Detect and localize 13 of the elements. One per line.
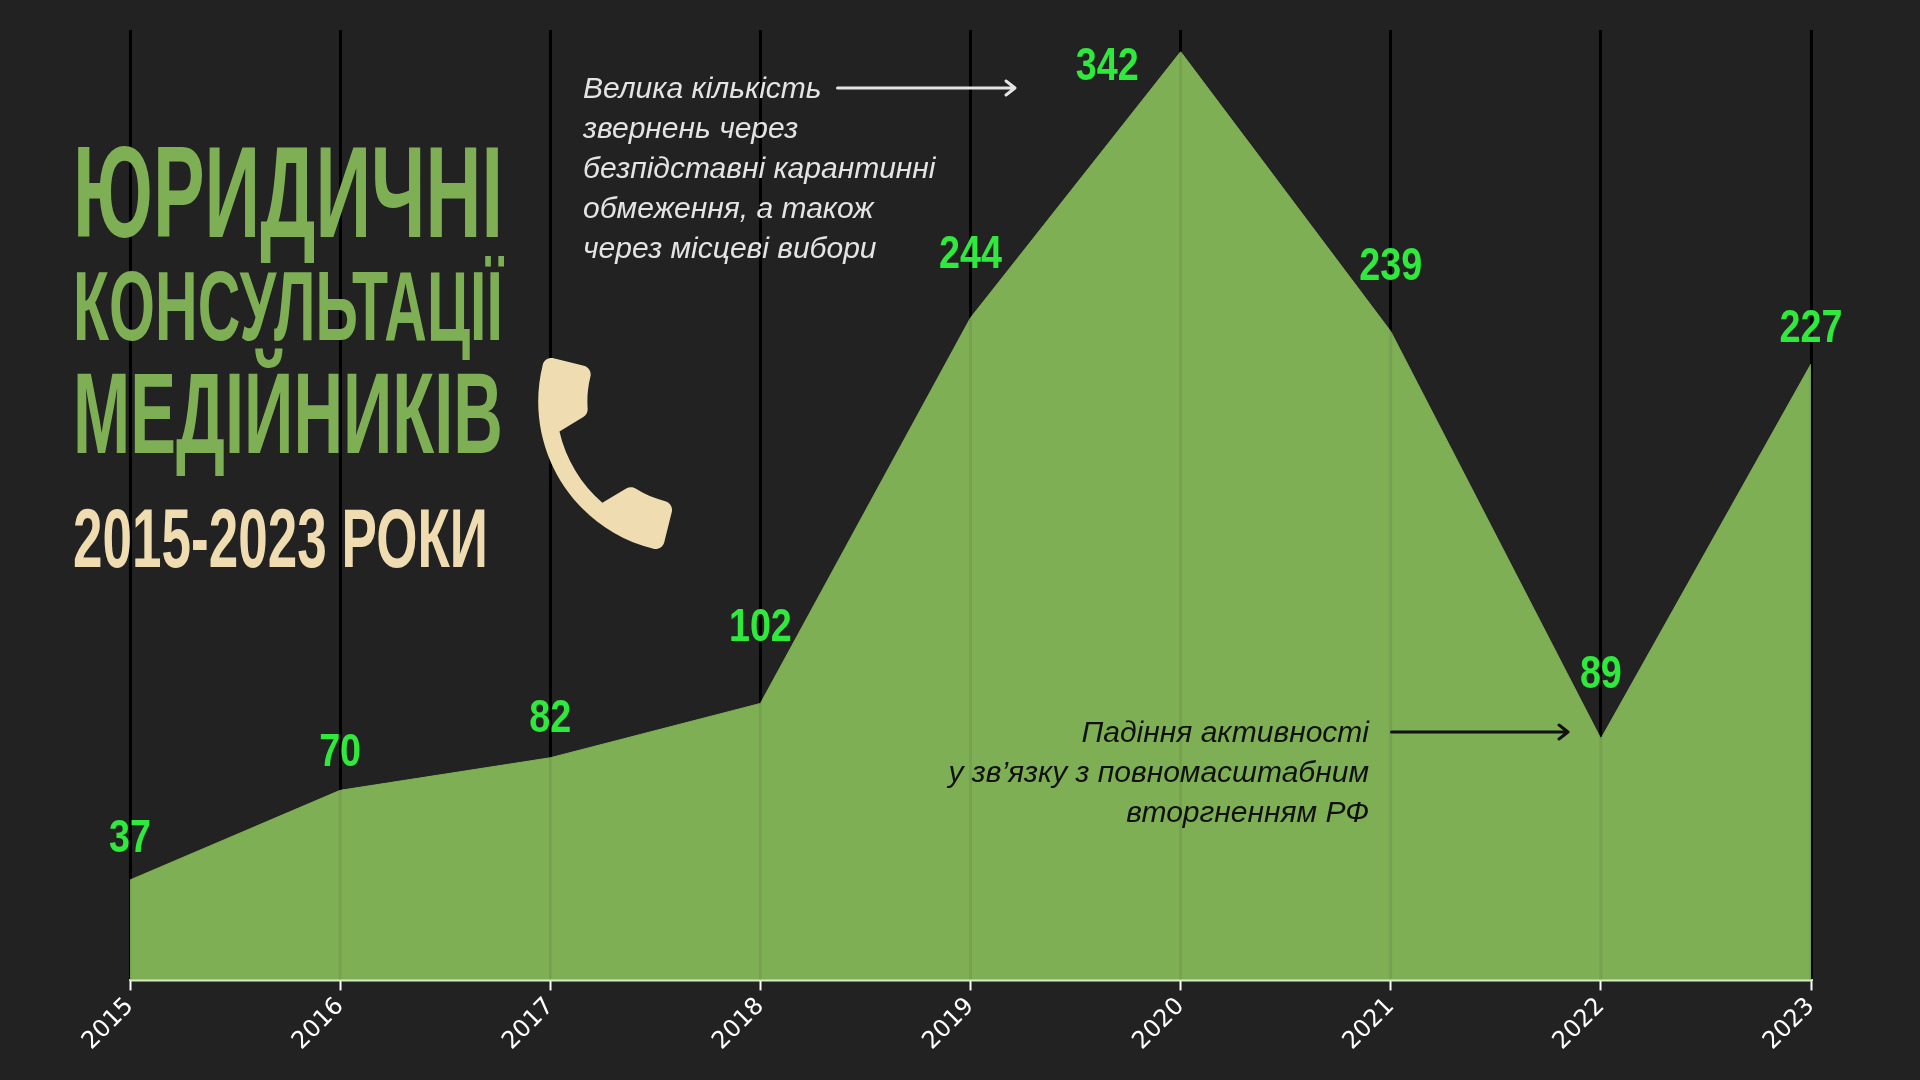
data-label: 244 [939,226,1003,278]
data-label: 102 [728,599,792,651]
text: 2015-2023 РОКИ [73,492,488,585]
data-label: 37 [109,810,151,862]
data-label: 82 [529,690,572,742]
data-label: 342 [1075,38,1139,90]
data-label: 89 [1579,646,1622,699]
annotation: Велика кількість звернень через безпідставні карантинні обмеження, а також через місцеві вибори [583,70,936,266]
data-label: 239 [1359,238,1423,290]
data-label: 70 [319,724,362,776]
text: ЮРИДИЧНІ КОНСУЛЬТАЦІЇ МЕДІЙНИКІВ [73,120,503,477]
data-label: 227 [1779,300,1843,352]
annotation: Падіння активності у зв’язку з повномасштабним вторгненням РФ [948,714,1369,830]
